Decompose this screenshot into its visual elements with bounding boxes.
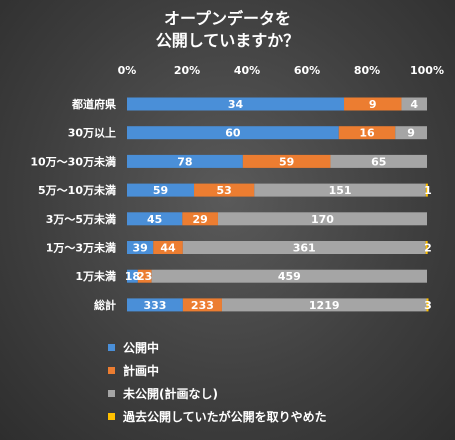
legend-swatch-open xyxy=(108,344,115,351)
legend-item-unpublished: 未公開(計画なし) xyxy=(108,382,327,405)
category-label: 30万以上 xyxy=(68,126,116,140)
data-label: 4 xyxy=(410,98,418,111)
data-label: 44 xyxy=(160,242,176,255)
bar-segment xyxy=(153,241,183,254)
data-label: 60 xyxy=(225,127,241,140)
x-tick-label: 20% xyxy=(174,64,200,77)
bar-segment xyxy=(151,269,427,283)
data-label: 233 xyxy=(191,299,214,312)
data-label: 34 xyxy=(228,98,244,111)
bar-segment xyxy=(401,97,427,111)
bar-segment xyxy=(221,298,427,312)
data-label: 9 xyxy=(407,127,415,140)
data-label: 29 xyxy=(192,213,207,226)
chart-title: オープンデータを 公開していますか？ xyxy=(0,8,455,52)
data-label: 23 xyxy=(137,270,152,283)
legend-item-withdrawn: 過去公開していたが公開を取りやめた xyxy=(108,405,327,428)
bar-segment xyxy=(127,126,339,140)
chart-title-line-2: 公開していますか？ xyxy=(155,31,300,50)
bar-segment xyxy=(182,241,426,254)
data-label: 59 xyxy=(153,184,168,197)
data-label: 3 xyxy=(424,299,432,312)
data-label: 65 xyxy=(371,155,386,168)
category-label: 都道府県 xyxy=(71,97,116,111)
bar-segment xyxy=(127,298,183,312)
data-label: 151 xyxy=(329,184,352,197)
bar-segment xyxy=(127,97,345,111)
bar-segment xyxy=(254,183,426,197)
data-label: 9 xyxy=(369,98,377,111)
bar-segment xyxy=(127,183,195,197)
legend-label-withdrawn: 過去公開していたが公開を取りやめた xyxy=(123,410,327,424)
bar-segment xyxy=(217,212,427,226)
bar-segment xyxy=(338,126,396,140)
bar-segment xyxy=(426,298,429,312)
category-label: 1万未満 xyxy=(75,269,116,283)
bar-segment xyxy=(127,269,138,283)
data-label: 16 xyxy=(359,127,375,140)
legend-swatch-unpublished xyxy=(108,390,115,397)
data-label: 59 xyxy=(279,155,294,168)
legend: 公開中 計画中 未公開(計画なし) 過去公開していたが公開を取りやめた xyxy=(108,336,327,428)
bar-segment xyxy=(182,298,222,312)
legend-label-planned: 計画中 xyxy=(123,364,160,378)
data-label: 361 xyxy=(293,242,316,255)
category-label: 10万～30万未満 xyxy=(30,154,116,168)
legend-label-open: 公開中 xyxy=(123,341,160,355)
bar-segment xyxy=(330,154,427,168)
bar-segment xyxy=(344,97,402,111)
bar-segment xyxy=(425,183,428,197)
x-tick-label: 100% xyxy=(410,64,444,77)
bar-segment xyxy=(127,154,243,168)
bar-segment xyxy=(194,183,255,197)
data-label: 39 xyxy=(132,242,147,255)
bar-segment xyxy=(127,241,154,254)
data-label: 78 xyxy=(177,155,192,168)
data-label: 53 xyxy=(217,184,232,197)
legend-swatch-withdrawn xyxy=(108,413,115,420)
data-label: 170 xyxy=(311,213,334,226)
category-label: 総計 xyxy=(94,298,116,312)
bar-segment xyxy=(395,126,427,140)
data-label: 459 xyxy=(278,270,301,283)
category-label: 5万～10万未満 xyxy=(38,183,116,197)
data-label: 45 xyxy=(147,213,162,226)
x-tick-label: 0% xyxy=(118,64,137,77)
legend-label-unpublished: 未公開(計画なし) xyxy=(123,387,218,401)
data-label: 18 xyxy=(125,270,140,283)
legend-swatch-planned xyxy=(108,367,115,374)
x-tick-label: 60% xyxy=(294,64,320,77)
category-label: 3万～5万未満 xyxy=(46,212,116,226)
data-label: 1219 xyxy=(309,299,340,312)
data-label: 333 xyxy=(143,299,166,312)
bar-segment xyxy=(137,269,152,283)
data-label: 1 xyxy=(424,184,432,197)
bar-segment xyxy=(127,212,183,226)
chart-title-line-1: オープンデータを xyxy=(163,9,292,28)
legend-item-open: 公開中 xyxy=(108,336,327,359)
bar-segment xyxy=(425,241,428,254)
bar-segment xyxy=(242,154,331,168)
x-tick-label: 40% xyxy=(234,64,260,77)
bar-segment xyxy=(182,212,218,226)
legend-item-planned: 計画中 xyxy=(108,359,327,382)
x-tick-label: 80% xyxy=(354,64,380,77)
data-label: 2 xyxy=(424,242,432,255)
category-label: 1万～3万未満 xyxy=(46,241,116,255)
